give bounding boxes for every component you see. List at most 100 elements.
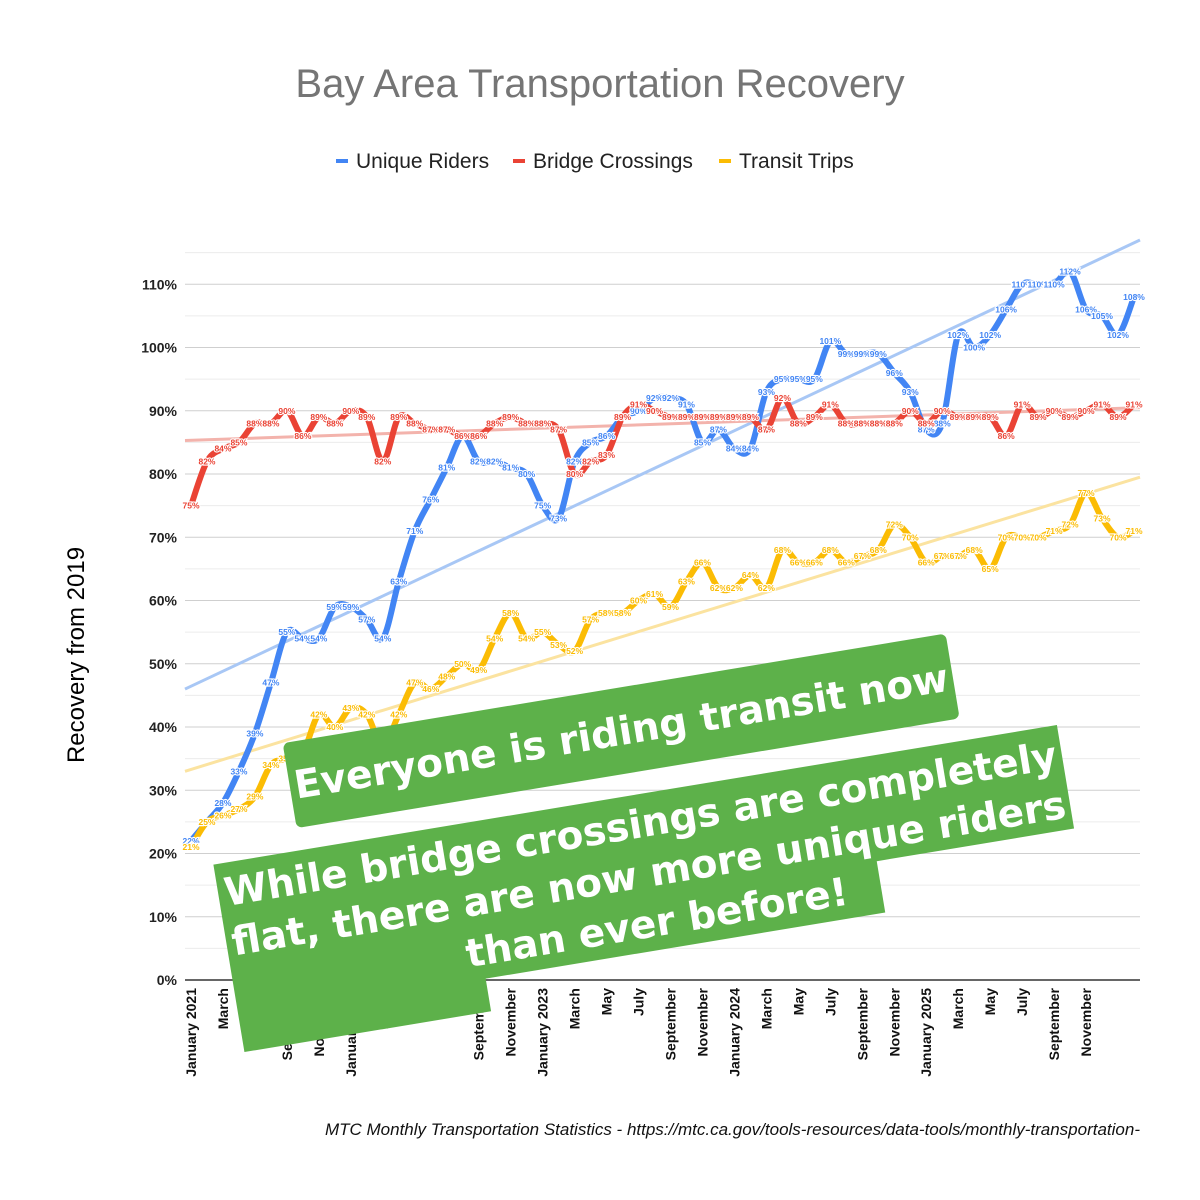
data-label: 82% [566, 456, 583, 466]
data-label: 68% [774, 545, 791, 555]
data-label: 73% [550, 513, 567, 523]
data-label: 39% [246, 728, 263, 738]
data-label: 80% [566, 469, 583, 479]
data-label: 75% [534, 501, 551, 511]
y-tick-label: 50% [149, 656, 178, 672]
data-label: 67% [934, 551, 951, 561]
data-label: 87% [550, 425, 567, 435]
data-label: 106% [995, 305, 1017, 315]
series-line [188, 395, 1137, 509]
trendline [184, 238, 1141, 691]
y-tick-label: 90% [149, 403, 178, 419]
data-label: 90% [934, 406, 951, 416]
data-label: 89% [966, 412, 983, 422]
data-label: 96% [886, 368, 903, 378]
data-label: 86% [998, 431, 1015, 441]
data-label: 63% [678, 577, 695, 587]
data-label: 60% [630, 596, 647, 606]
data-label: 105% [1091, 311, 1113, 321]
data-label: 95% [790, 374, 807, 384]
data-label: 66% [790, 558, 807, 568]
series-lines [188, 267, 1137, 851]
data-label: 88% [326, 418, 343, 428]
data-label: 87% [710, 425, 727, 435]
series-line [188, 489, 1137, 851]
y-tick-label: 0% [157, 972, 178, 988]
data-label: 70% [902, 532, 919, 542]
data-label: 29% [246, 792, 263, 802]
data-label: 88% [854, 418, 871, 428]
data-label: 43% [342, 703, 359, 713]
data-label: 71% [1046, 526, 1063, 536]
data-label: 84% [742, 444, 759, 454]
data-label: 61% [646, 589, 663, 599]
data-label: 26% [214, 811, 231, 821]
x-tick-label: September [854, 987, 870, 1060]
legend-label-bridge-crossings: Bridge Crossings [533, 150, 693, 173]
data-label: 89% [662, 412, 679, 422]
data-label: 89% [694, 412, 711, 422]
data-label: 110% [1011, 279, 1033, 289]
data-label: 76% [422, 494, 439, 504]
data-label: 81% [438, 463, 455, 473]
data-label: 88% [262, 418, 279, 428]
data-label: 62% [710, 583, 727, 593]
data-label: 68% [822, 545, 839, 555]
y-tick-label: 60% [149, 593, 178, 609]
data-label: 89% [806, 412, 823, 422]
data-label: 54% [374, 633, 391, 643]
data-label: 88% [246, 418, 263, 428]
data-label: 89% [982, 412, 999, 422]
data-label: 88% [486, 418, 503, 428]
data-label: 62% [726, 583, 743, 593]
x-tick-label: July [822, 988, 838, 1016]
trendline [184, 475, 1141, 773]
x-tick-label: March [950, 988, 966, 1029]
data-label: 67% [854, 551, 871, 561]
data-label: 34% [262, 760, 279, 770]
data-label: 68% [966, 545, 983, 555]
data-label: 82% [374, 456, 391, 466]
data-label: 93% [902, 387, 919, 397]
data-label: 42% [358, 709, 375, 719]
data-label: 99% [838, 349, 855, 359]
data-label: 40% [326, 722, 343, 732]
data-label: 91% [822, 399, 839, 409]
data-label: 91% [678, 399, 695, 409]
data-label: 99% [854, 349, 871, 359]
data-label: 90% [646, 406, 663, 416]
y-tick-label: 110% [142, 276, 178, 292]
data-label: 88% [534, 418, 551, 428]
data-label: 89% [614, 412, 631, 422]
data-label: 99% [870, 349, 887, 359]
legend-label-transit-trips: Transit Trips [739, 150, 854, 173]
data-label: 102% [1107, 330, 1129, 340]
y-tick-label: 100% [141, 340, 177, 356]
y-tick-label: 10% [149, 909, 178, 925]
data-label: 58% [502, 608, 519, 618]
legend-label-unique-riders: Unique Riders [356, 150, 489, 173]
data-label: 55% [534, 627, 551, 637]
data-label: 54% [310, 633, 327, 643]
data-label: 88% [838, 418, 855, 428]
data-label: 82% [582, 456, 599, 466]
data-label: 89% [1062, 412, 1079, 422]
data-label: 70% [1030, 532, 1047, 542]
data-label: 86% [294, 431, 311, 441]
data-label: 108% [1123, 292, 1145, 302]
data-label: 46% [422, 684, 439, 694]
data-label: 90% [342, 406, 359, 416]
data-label: 49% [470, 665, 487, 675]
x-tick-label: March [215, 988, 231, 1029]
data-label: 48% [438, 671, 455, 681]
data-label: 89% [678, 412, 695, 422]
data-label: 72% [1062, 520, 1079, 530]
x-tick-label: May [599, 988, 615, 1015]
y-tick-label: 70% [149, 529, 178, 545]
data-label: 89% [1030, 412, 1047, 422]
x-tick-label: November [503, 987, 519, 1056]
data-label: 89% [502, 412, 519, 422]
data-label: 58% [614, 608, 631, 618]
data-label: 84% [214, 444, 231, 454]
x-tick-label: November [1078, 987, 1094, 1056]
